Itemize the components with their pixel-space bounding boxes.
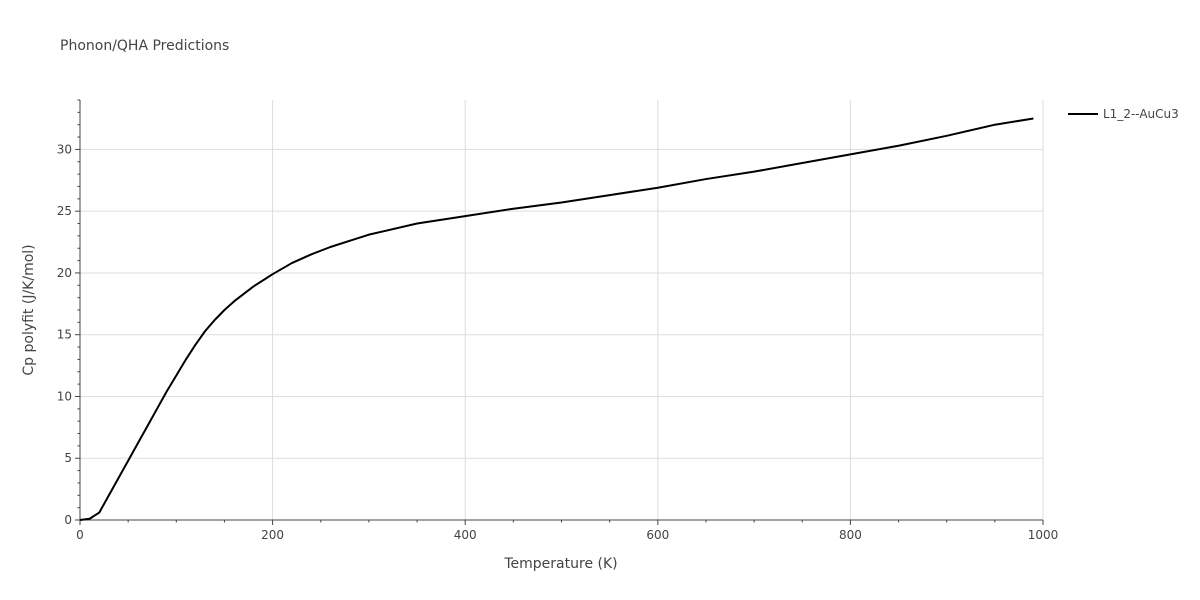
- y-tick-label: 20: [57, 266, 72, 280]
- x-tick-label: 800: [839, 528, 862, 542]
- y-tick-label: 10: [57, 389, 72, 403]
- series-layer: [79, 117, 1034, 521]
- x-tick-label: 0: [76, 528, 84, 542]
- chart-title: Phonon/QHA Predictions: [60, 38, 229, 54]
- y-tick-label: 5: [64, 451, 72, 465]
- x-axis-title: Temperature (K): [503, 556, 617, 572]
- legend[interactable]: L1_2--AuCu3: [1068, 107, 1179, 121]
- grid: [80, 100, 1044, 520]
- legend-label: L1_2--AuCu3: [1103, 107, 1179, 121]
- y-tick-label: 0: [64, 513, 72, 527]
- y-tick-label: 15: [57, 328, 72, 342]
- x-tick-label: 400: [454, 528, 477, 542]
- x-tick-label: 1000: [1028, 528, 1059, 542]
- x-axis: 0 200 400 600 800 1000: [76, 520, 1058, 542]
- series-line: [79, 117, 1034, 521]
- y-tick-label: 25: [57, 204, 72, 218]
- y-axis: 0 5 10 15 20 25 30: [57, 99, 80, 527]
- x-tick-label: 600: [646, 528, 669, 542]
- legend-item[interactable]: L1_2--AuCu3: [1068, 107, 1179, 121]
- x-tick-label: 200: [261, 528, 284, 542]
- y-tick-label: 30: [57, 142, 72, 156]
- y-axis-title: Cp polyfit (J/K/mol): [21, 244, 37, 375]
